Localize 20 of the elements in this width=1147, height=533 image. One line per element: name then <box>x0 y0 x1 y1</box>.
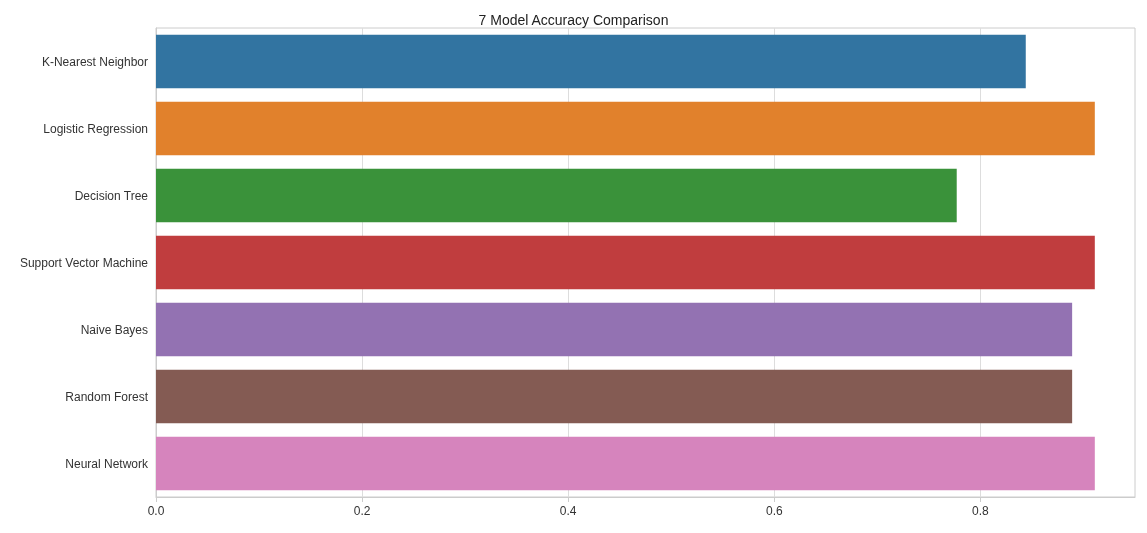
y-tick-label: Decision Tree <box>74 188 149 203</box>
x-tick-label: 0.6 <box>765 504 783 518</box>
y-tick-label: Naive Bayes <box>80 322 148 337</box>
x-tick-label: 0.8 <box>972 504 990 518</box>
bar <box>156 235 1095 290</box>
bar <box>156 369 1073 424</box>
y-tick-label: Random Forest <box>65 389 149 404</box>
x-tick-label: 0.2 <box>353 504 371 518</box>
y-tick-label: K-Nearest Neighbor <box>41 54 148 69</box>
bar <box>156 168 957 223</box>
chart-title: 7 Model Accuracy Comparison <box>478 12 669 28</box>
bar <box>156 436 1095 491</box>
y-tick-label: Neural Network <box>65 456 149 471</box>
bar <box>156 101 1095 156</box>
bar <box>156 302 1073 357</box>
x-tick-label: 0.4 <box>559 504 577 518</box>
y-tick-label: Logistic Regression <box>43 121 148 136</box>
y-tick-label: Support Vector Machine <box>19 255 149 270</box>
bar <box>156 34 1026 89</box>
x-tick-label: 0.0 <box>147 504 165 518</box>
